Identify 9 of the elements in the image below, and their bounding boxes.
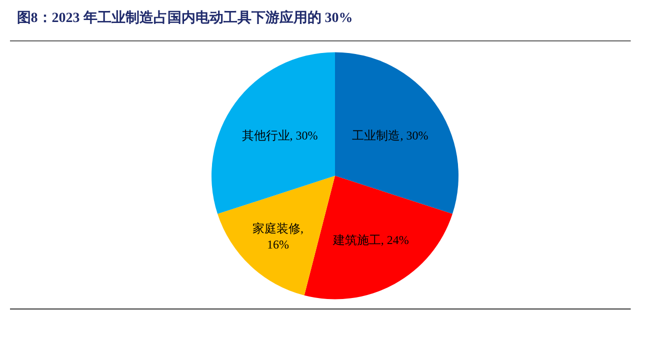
slice-label: 家庭装修, 16%	[252, 222, 304, 252]
slice-label: 工业制造, 30%	[352, 128, 428, 143]
pie-slice	[335, 52, 458, 214]
pie-slice	[218, 176, 335, 296]
slice-label: 建筑施工, 24%	[332, 232, 409, 247]
pie-slice	[212, 52, 335, 214]
pie-slice	[304, 176, 452, 300]
chart-title: 图8：2023 年工业制造占国内电动工具下游应用的 30%	[16, 8, 353, 26]
slice-label: 其他行业, 30%	[242, 128, 318, 143]
